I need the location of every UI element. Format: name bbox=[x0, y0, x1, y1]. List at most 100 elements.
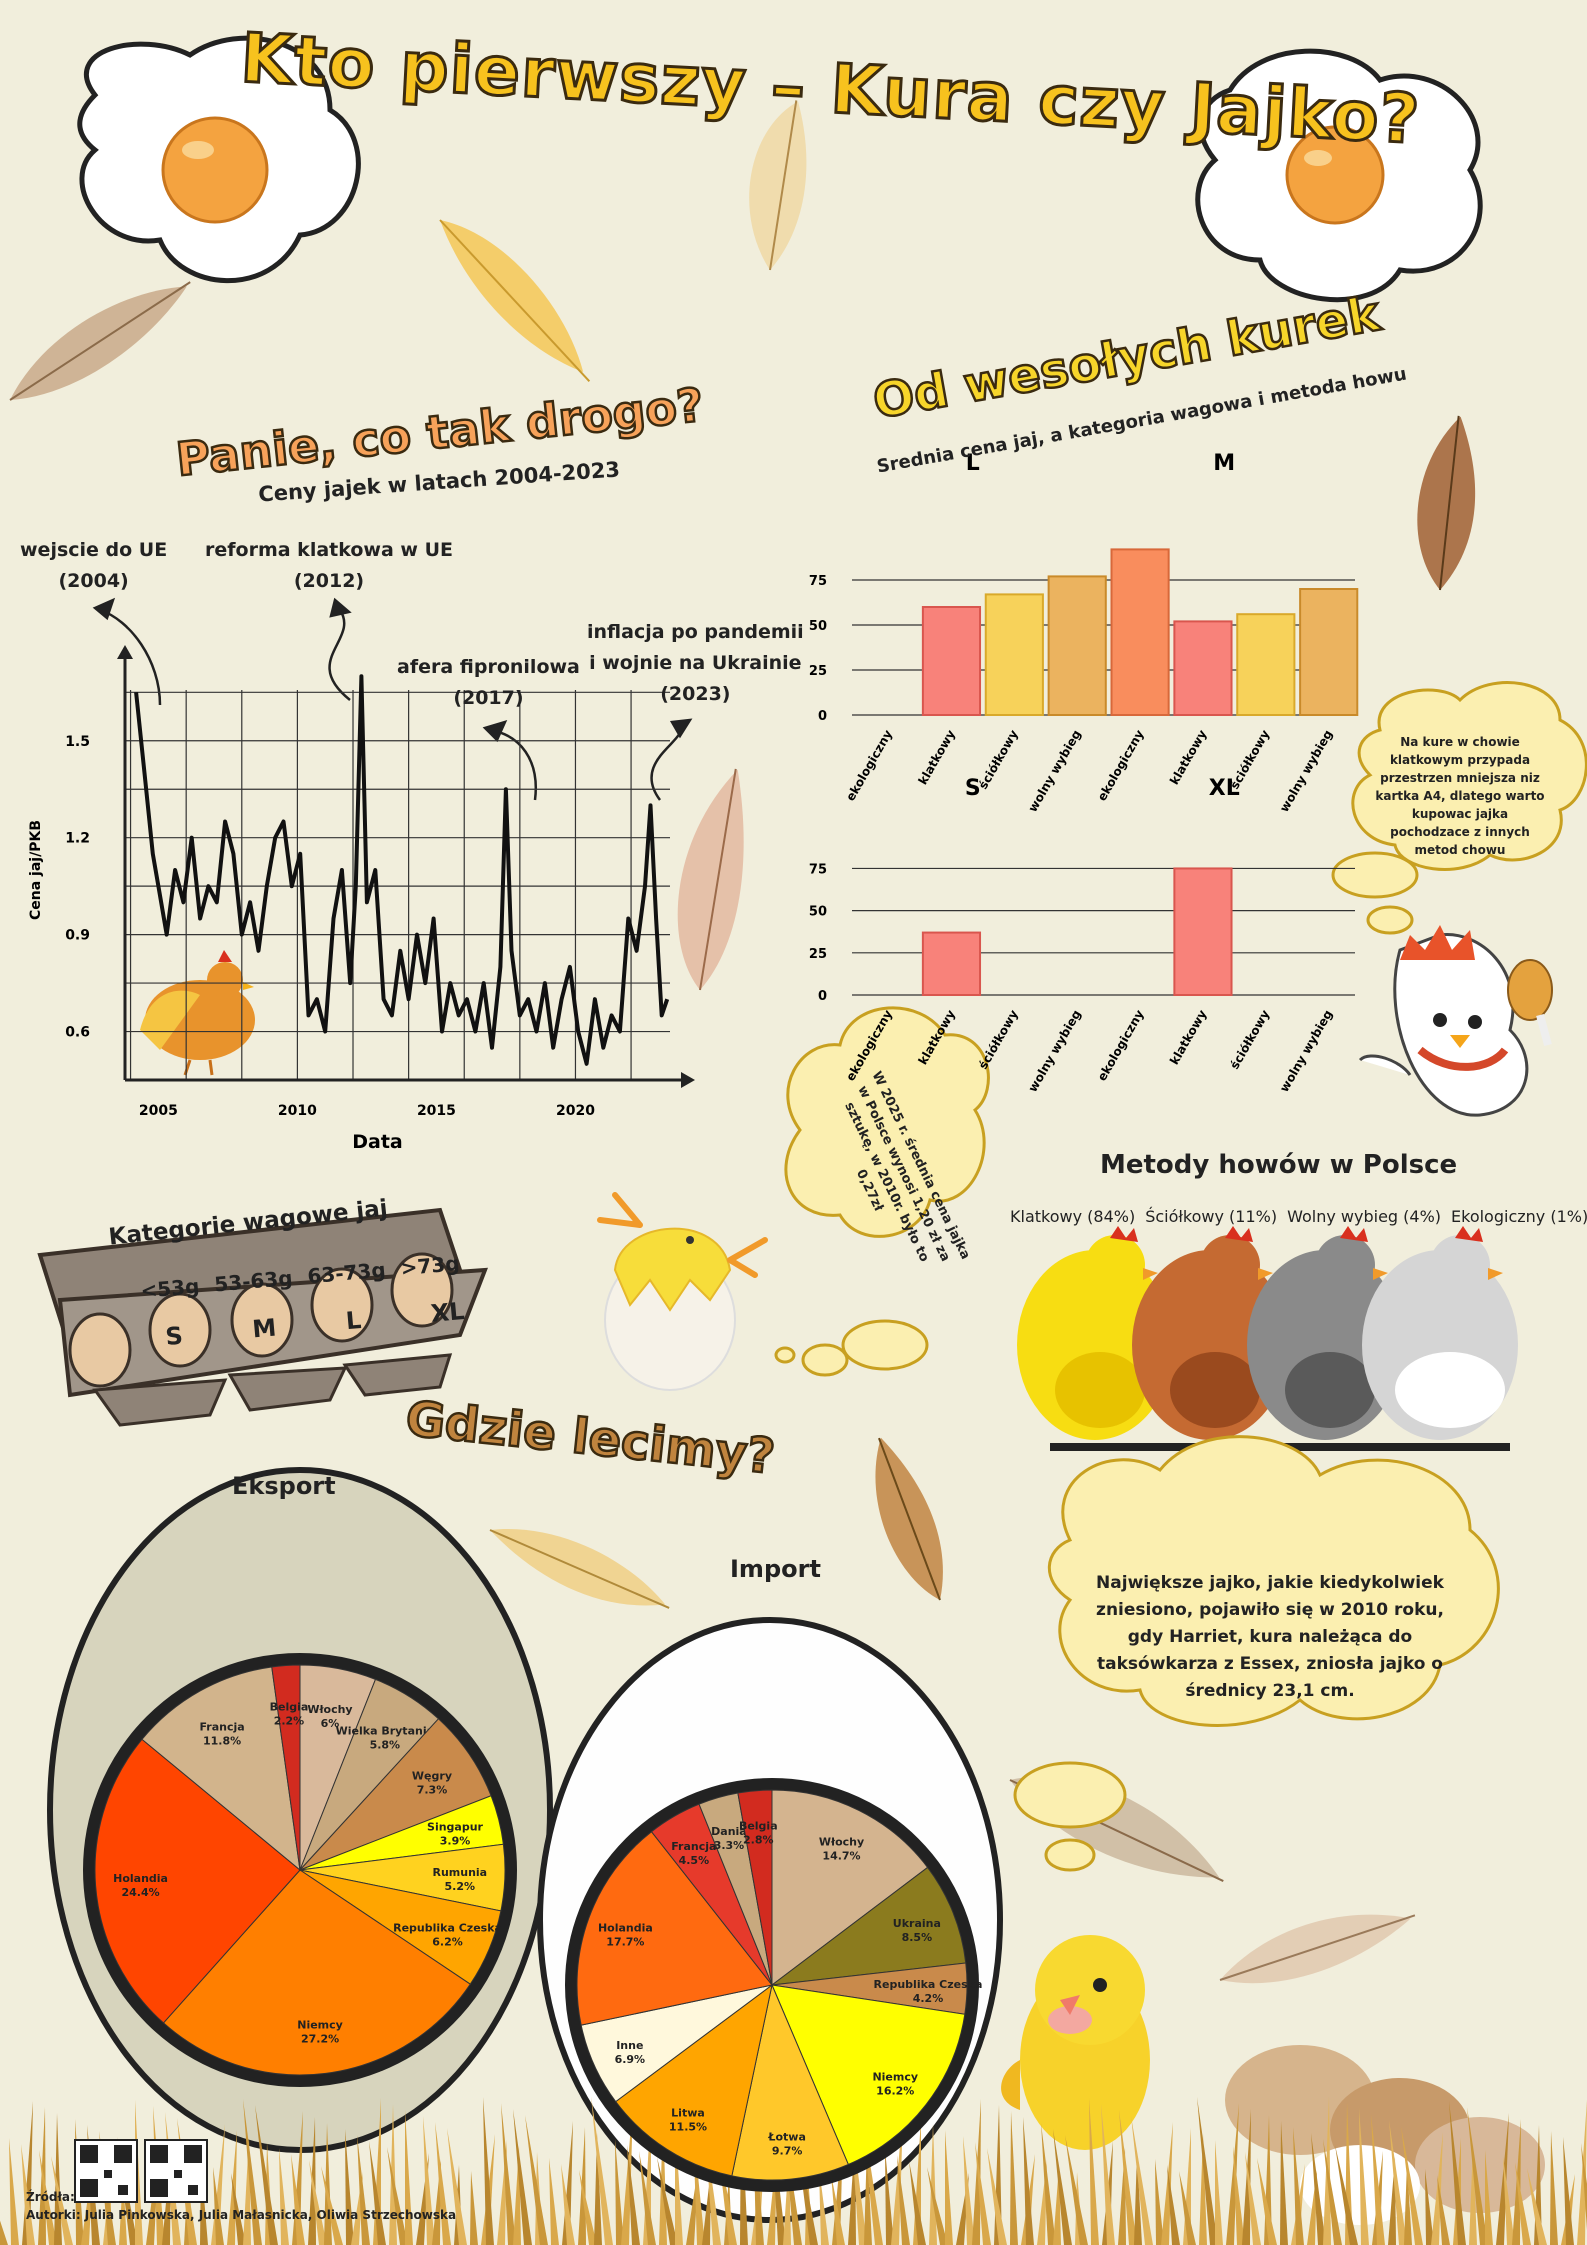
pie-value-label: 6.9% bbox=[615, 2053, 646, 2066]
feather-icon bbox=[875, 1437, 943, 1601]
facet-title: S bbox=[965, 776, 981, 801]
thought-cloud-big-egg bbox=[1013, 1435, 1500, 1872]
x-tick-label: 2010 bbox=[278, 1103, 317, 1119]
export-title: Eksport bbox=[232, 1472, 336, 1500]
pie-value-label: 6.2% bbox=[432, 1936, 463, 1949]
pie-slice bbox=[770, 1866, 967, 1986]
annotation-cage-reform: reforma klatkowa w UE (2012) bbox=[205, 539, 453, 592]
pie-value-label: 5.8% bbox=[370, 1738, 401, 1751]
pie-label: Holandia bbox=[113, 1872, 168, 1885]
methods-title: Metody howów w Polsce bbox=[1100, 1150, 1458, 1180]
pie-label: Niemcy bbox=[297, 2019, 343, 2032]
grass-decoration bbox=[0, 2096, 1587, 2245]
chick-icon bbox=[1001, 1935, 1150, 2150]
x-tick-label: klatkowy bbox=[1167, 727, 1210, 787]
pie-rim bbox=[83, 1653, 517, 2087]
x-tick-label: ściółkowy bbox=[1227, 1007, 1272, 1071]
bar bbox=[1236, 613, 1296, 717]
y-axis-label: Cena jaj/PKB bbox=[28, 820, 44, 920]
cage-fact-text: Na kure w chowie klatkowym przypada prze… bbox=[1375, 735, 1545, 857]
pie-label: Belgia bbox=[270, 1700, 309, 1713]
x-axis-label: Data bbox=[352, 1131, 403, 1153]
pie-label: Litwa bbox=[671, 2106, 705, 2119]
x-tick-label: klatkowy bbox=[1167, 1007, 1210, 1067]
pie-value-label: 4.2% bbox=[913, 1992, 944, 2005]
y-tick-label: 0.9 bbox=[65, 928, 90, 944]
pie-value-label: 7.3% bbox=[417, 1784, 448, 1797]
y-tick-label: 0 bbox=[818, 989, 827, 1004]
methods-labels: Klatkowy (84%) Ściółkowy (11%) Wolny wybie… bbox=[1010, 1207, 1587, 1226]
y-tick-label: 0 bbox=[818, 709, 827, 724]
pie-slice bbox=[271, 1664, 301, 1871]
annotation-inflation: inflacja po pandemii i wojnie na Ukrainie… bbox=[587, 621, 804, 705]
y-tick-label: 1.2 bbox=[65, 831, 90, 847]
pie-label: Belgia bbox=[739, 1820, 778, 1833]
pie-label: Dania bbox=[711, 1825, 747, 1838]
qr-code-icon bbox=[144, 2139, 208, 2203]
pie-slice bbox=[771, 1789, 929, 1987]
y-tick-label: 75 bbox=[809, 574, 827, 589]
feather-icon bbox=[9, 281, 191, 401]
pie-value-label: 2.2% bbox=[274, 1714, 305, 1727]
facet-title: L bbox=[966, 451, 980, 476]
pie-value-label: 17.7% bbox=[606, 1936, 644, 1949]
bar bbox=[921, 606, 982, 716]
pie-label: Francja bbox=[199, 1720, 244, 1733]
y-tick-label: 25 bbox=[809, 947, 827, 962]
pie-slice bbox=[771, 1984, 966, 2166]
x-tick-label: 2005 bbox=[139, 1103, 178, 1119]
pie-value-label: 11.5% bbox=[669, 2120, 707, 2133]
pie-value-label: 27.2% bbox=[301, 2033, 339, 2046]
fried-egg-left-icon bbox=[77, 35, 361, 284]
feather-icon bbox=[1417, 415, 1476, 591]
bar bbox=[1173, 867, 1233, 996]
sources-label: Źródła: bbox=[26, 2190, 75, 2204]
pie-value-label: 16.2% bbox=[876, 2085, 914, 2098]
pie-slice bbox=[576, 1830, 773, 2026]
bar bbox=[984, 593, 1044, 717]
thought-cloud-cage bbox=[1331, 681, 1587, 935]
y-tick-label: 50 bbox=[809, 619, 827, 634]
pie-label: Wielka Brytania bbox=[336, 1724, 434, 1737]
facet-title: XL bbox=[1209, 776, 1240, 801]
thought-cloud-price bbox=[774, 1006, 990, 1377]
pie-label: Łotwa bbox=[767, 2130, 805, 2143]
feather-icon bbox=[489, 1529, 670, 1609]
pie-value-label: 4.5% bbox=[679, 1854, 710, 1867]
pie-value-label: 9.7% bbox=[772, 2144, 803, 2157]
pie-slice bbox=[141, 1666, 301, 1872]
pie-slice bbox=[737, 1789, 773, 1986]
pie-label: Ukraina bbox=[893, 1917, 941, 1930]
x-tick-label: wolny wybieg bbox=[1026, 728, 1084, 815]
x-tick-label: ekologiczny bbox=[1095, 1007, 1147, 1083]
y-tick-label: 50 bbox=[809, 905, 827, 920]
pie-label: Niemcy bbox=[872, 2071, 918, 2084]
bar bbox=[1173, 620, 1233, 717]
pie-value-label: 24.4% bbox=[121, 1886, 159, 1899]
pie-value-label: 8.5% bbox=[902, 1931, 933, 1944]
pie-value-label: 6% bbox=[321, 1717, 340, 1730]
facet-title: M bbox=[1213, 451, 1235, 476]
pie-label: Holandia bbox=[598, 1922, 653, 1935]
bar bbox=[1299, 588, 1359, 716]
qr-code-icon bbox=[74, 2139, 138, 2203]
annotation-arrows bbox=[92, 597, 693, 801]
hen-icon bbox=[140, 950, 255, 1076]
x-tick-label: wolny wybieg bbox=[1277, 1008, 1335, 1095]
y-tick-label: 75 bbox=[809, 862, 827, 877]
hatching-chick-icon bbox=[597, 1192, 768, 1391]
pie-label: Włochy bbox=[307, 1703, 352, 1716]
pie-value-label: 2.8% bbox=[743, 1834, 774, 1847]
bar bbox=[921, 931, 982, 996]
pie-label: Inne bbox=[616, 2039, 643, 2052]
pie-value-label: 5.2% bbox=[445, 1880, 476, 1893]
import-title: Import bbox=[730, 1555, 821, 1583]
feather-icon bbox=[749, 100, 807, 271]
pie-slice bbox=[162, 1869, 471, 2076]
pie-label: Węgry bbox=[412, 1770, 452, 1783]
pie-value-label: 14.7% bbox=[822, 1849, 860, 1862]
y-tick-label: 25 bbox=[809, 664, 827, 679]
big-egg-fact-text: Największe jajko, jakie kiedykolwiek zni… bbox=[1096, 1573, 1444, 1701]
authors-label: Autorki: Julia Pinkowska, Julia Małasnic… bbox=[26, 2208, 457, 2222]
price-line-chart: 2005 2010 2015 2020 0.6 0.9 1.2 1.5 Data Cena jaj… bbox=[28, 645, 695, 1153]
